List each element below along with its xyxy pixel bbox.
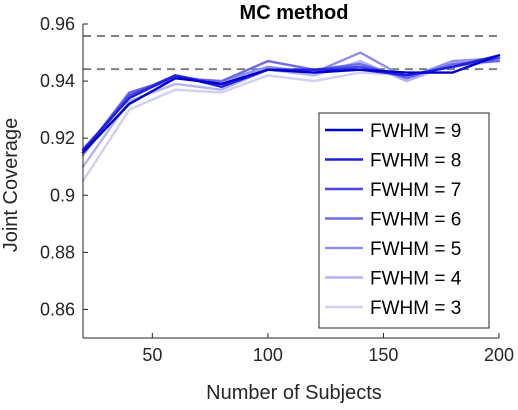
x-tick-label: 100 xyxy=(253,345,283,365)
x-tick-label: 150 xyxy=(368,345,398,365)
legend-label-6: FWHM = 4 xyxy=(370,269,462,290)
legend-label-2: FWHM = 8 xyxy=(370,151,461,172)
legend-label-4: FWHM = 6 xyxy=(370,210,461,231)
plot-area: 50 100 150 200 0.86 0.88 0.9 0.92 0.94 0.96 xyxy=(40,14,514,365)
legend-label-7: FWHM = 3 xyxy=(370,298,461,319)
y-tick-label: 0.94 xyxy=(40,71,75,91)
series-line-2 xyxy=(81,54,501,151)
legend-label-1: FWHM = 9 xyxy=(370,121,461,142)
y-tick-label: 0.88 xyxy=(40,242,75,262)
y-tick-label: 0.9 xyxy=(50,185,75,205)
x-tick-label: 200 xyxy=(484,345,514,365)
series-line-1 xyxy=(81,54,501,154)
legend-label-5: FWHM = 5 xyxy=(370,239,461,260)
y-tick-label: 0.86 xyxy=(40,299,75,319)
y-tick-label: 0.96 xyxy=(40,14,75,34)
y-axis-label: Joint Coverage xyxy=(0,118,22,253)
legend-box xyxy=(318,112,490,329)
chart-title: MC method xyxy=(240,2,349,24)
x-tick-label: 50 xyxy=(142,345,162,365)
y-tick-label: 0.92 xyxy=(40,128,75,148)
legend: FWHM = 9 FWHM = 8 FWHM = 7 FWHM = 6 FWHM = 5… xyxy=(318,112,490,329)
legend-label-3: FWHM = 7 xyxy=(370,180,461,201)
x-axis-label: Number of Subjects xyxy=(206,382,382,404)
